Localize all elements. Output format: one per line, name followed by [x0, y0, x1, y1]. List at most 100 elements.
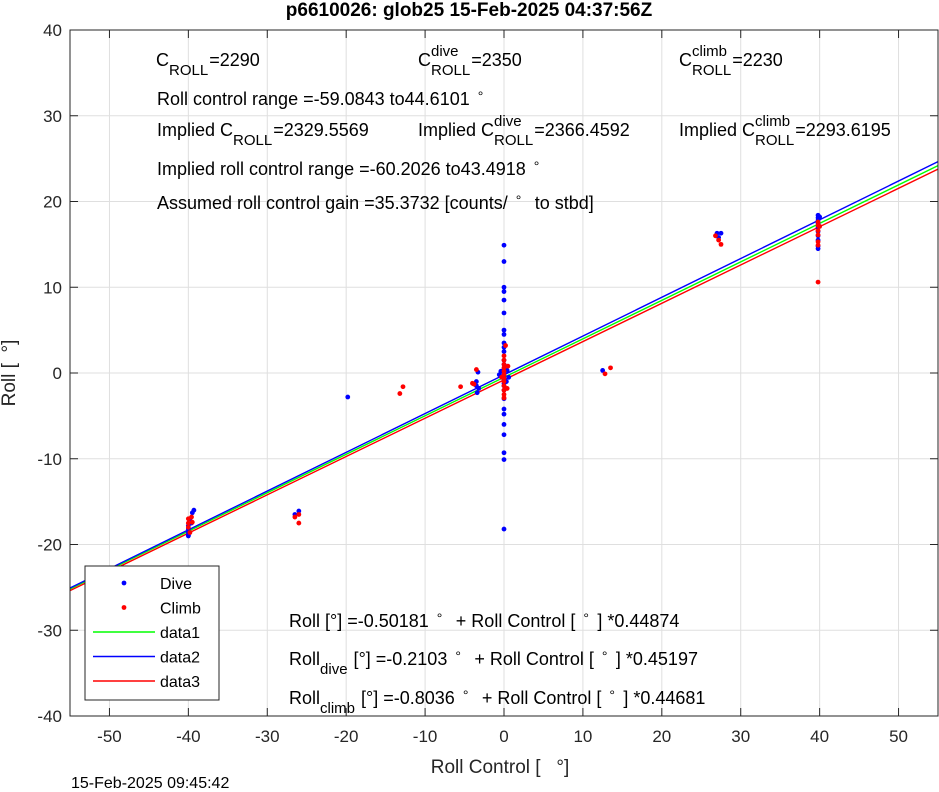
dive-point — [501, 242, 507, 248]
annotation-subscript: dive — [320, 661, 348, 678]
dive-point — [501, 259, 507, 264]
x-tick-label: 50 — [889, 727, 908, 746]
annotation-assumed-gain: Assumed roll control gain =35.3732 [coun… — [157, 192, 594, 213]
dive-point — [345, 394, 351, 400]
annotation-superscript: climb — [692, 43, 727, 60]
annotation-superscript: dive — [494, 113, 522, 130]
annotation-text: ° — [366, 688, 373, 708]
annotation-text: Roll [ — [289, 611, 330, 631]
annotation-text: Roll control range =-59.0843 to44.6101 — [157, 89, 470, 109]
climb-point — [189, 514, 194, 520]
legend-label: data1 — [160, 625, 200, 642]
x-axis-label: Roll Control [ °] — [431, 757, 570, 778]
climb-point — [187, 530, 193, 535]
x-tick-label: 20 — [652, 727, 671, 746]
annotation-superscript: climb — [755, 113, 790, 130]
x-tick-label: -30 — [255, 727, 280, 746]
annotation-subscript: ROLL — [692, 62, 731, 79]
climb-point — [473, 367, 479, 372]
annotation-text: Implied C — [157, 120, 233, 140]
dive-point — [501, 284, 507, 290]
annotation-text: Implied roll control range =-60.2026 to4… — [157, 159, 526, 179]
x-axis-ticks: -50 -40 -30 -20 -10 0 10 20 30 40 50 — [97, 30, 908, 746]
degree-symbol: ° — [463, 687, 469, 703]
annotation-subscript: climb — [320, 700, 355, 717]
climb-point — [815, 242, 821, 248]
degree-symbol: ° — [516, 192, 522, 208]
climb-point — [185, 520, 191, 526]
degree-symbol: ° — [602, 648, 608, 664]
timestamp: 15-Feb-2025 09:45:42 — [71, 775, 229, 792]
annotation-text: =2290 — [209, 50, 260, 70]
y-tick-label: 0 — [53, 364, 62, 383]
climb-point — [458, 384, 463, 390]
climb-point — [608, 365, 613, 371]
climb-point — [817, 223, 823, 229]
x-tick-label: -50 — [97, 727, 122, 746]
climb-point — [716, 237, 722, 243]
legend-label: data2 — [160, 650, 200, 667]
annotation-text: ] =-0.2103 — [366, 649, 448, 669]
climb-point — [501, 353, 507, 359]
climb-point — [292, 514, 298, 520]
x-tick-label: 0 — [499, 727, 508, 746]
annotation-text: C — [156, 50, 169, 70]
dive-point — [501, 411, 507, 417]
legend: Dive Climb data1 data2 data3 — [84, 565, 220, 701]
annotation-text: [ — [349, 649, 359, 669]
dive-point — [817, 214, 823, 220]
annotation-text: Roll — [289, 649, 320, 669]
dive-point — [501, 406, 507, 412]
annotation-text: ] *0.44874 — [597, 611, 679, 631]
degree-symbol: ° — [437, 610, 443, 626]
annotation-subscript: ROLL — [169, 62, 208, 79]
dive-point — [501, 327, 507, 333]
dive-point — [506, 374, 512, 380]
y-tick-label: 10 — [43, 278, 62, 297]
annotation-text: ° — [330, 611, 337, 631]
x-tick-label: -20 — [334, 727, 359, 746]
x-tick-label: 30 — [731, 727, 750, 746]
climb-point — [504, 386, 510, 391]
x-tick-label: 10 — [573, 727, 592, 746]
y-axis-ticks: -40 -30 -20 -10 0 10 20 30 40 — [37, 21, 938, 726]
climb-point — [815, 228, 821, 234]
y-tick-label: -20 — [37, 536, 62, 555]
annotation-text: ] *0.45197 — [616, 649, 698, 669]
climb-point — [501, 379, 507, 384]
annotation-text: [ — [356, 688, 366, 708]
climb-point — [815, 279, 821, 285]
annotation-text: =2230 — [732, 50, 783, 70]
climb-point — [296, 520, 302, 526]
climb-point — [296, 512, 302, 517]
annotation-subscript: ROLL — [494, 132, 533, 149]
climb-point — [185, 524, 191, 530]
climb-point — [501, 362, 507, 367]
y-axis-label: Roll [ °] — [0, 340, 20, 407]
dive-point — [476, 386, 482, 391]
y-tick-label: 30 — [43, 107, 62, 126]
annotation-text: to stbd] — [530, 193, 594, 213]
dive-point — [718, 230, 724, 236]
degree-symbol: ° — [478, 88, 484, 104]
climb-point — [815, 232, 821, 238]
dive-point — [501, 450, 507, 456]
degree-symbol: ° — [583, 610, 589, 626]
annotation-text: ] =-0.50181 — [337, 611, 429, 631]
degree-symbol: ° — [455, 648, 461, 664]
y-tick-label: 40 — [43, 21, 62, 40]
annotation-subscript: ROLL — [755, 132, 794, 149]
annotation-text: C — [679, 50, 692, 70]
x-tick-label: 40 — [810, 727, 829, 746]
annotation-text: + Roll Control [ — [477, 688, 602, 708]
chart-title: p6610026: glob25 15-Feb-2025 04:37:56Z — [286, 0, 653, 21]
legend-label: data3 — [160, 674, 200, 691]
dive-point — [501, 422, 507, 427]
annotation-superscript: dive — [431, 43, 459, 60]
